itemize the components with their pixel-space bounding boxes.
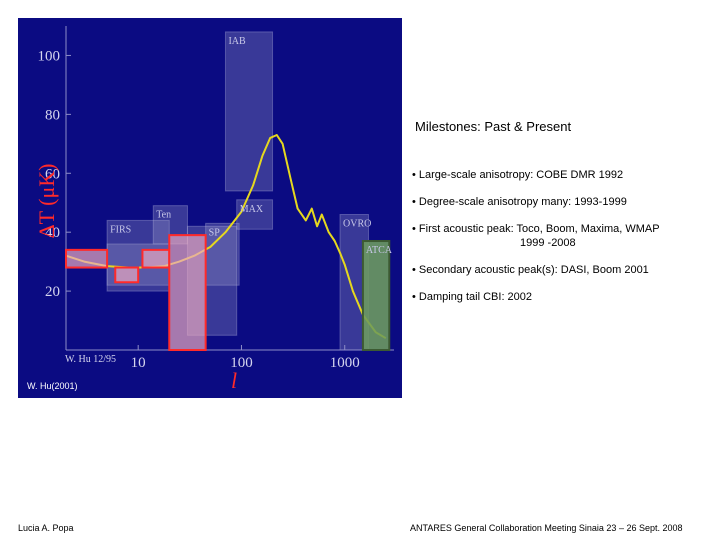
bullet-item: • Damping tail CBI: 2002 bbox=[412, 290, 712, 304]
experiment-label: IAB bbox=[228, 36, 246, 47]
bullet-item: • First acoustic peak: Toco, Boom, Maxim… bbox=[412, 222, 712, 250]
y-tick-label: 20 bbox=[45, 284, 60, 300]
source-note: W. Hu(2001) bbox=[27, 381, 78, 391]
bullet-text: • Degree-scale anisotropy many: 1993-199… bbox=[412, 196, 627, 208]
x-tick-label: 10 bbox=[131, 355, 146, 371]
bullet-continuation: 1999 -2008 bbox=[520, 237, 576, 249]
highlighted-measurement bbox=[114, 266, 140, 284]
bullet-list: • Large-scale anisotropy: COBE DMR 1992 … bbox=[412, 168, 712, 317]
highlighted-measurement bbox=[168, 234, 207, 351]
experiment-label: Ten bbox=[156, 210, 171, 221]
experiment-label: OVRO bbox=[343, 219, 371, 230]
experiment-label: ATCA bbox=[366, 245, 393, 256]
bullet-text: • First acoustic peak: Toco, Boom, Maxim… bbox=[412, 223, 660, 235]
y-tick-label: 100 bbox=[38, 48, 61, 64]
figure-credit: W. Hu 12/95 bbox=[65, 354, 116, 365]
bullet-text: • Large-scale anisotropy: COBE DMR 1992 bbox=[412, 169, 624, 181]
cmb-power-spectrum-figure: 20 40 60 80 100 10 100 1000 FIRS Ten IAB SP MAX OVRO… bbox=[18, 18, 402, 398]
experiment-label: FIRS bbox=[110, 224, 131, 235]
experiment-box bbox=[236, 199, 274, 230]
highlighted-measurement bbox=[65, 248, 109, 269]
x-tick-label: 1000 bbox=[330, 355, 360, 371]
experiment-box bbox=[205, 222, 240, 286]
highlighted-measurement bbox=[361, 240, 391, 352]
bullet-item: • Degree-scale anisotropy many: 1993-199… bbox=[412, 195, 712, 209]
chart-background bbox=[18, 18, 402, 398]
y-axis-label: ΔT (μK) bbox=[34, 163, 59, 238]
experiment-label: MAX bbox=[240, 204, 264, 215]
y-tick-label: 60 bbox=[45, 166, 60, 182]
x-tick-label: 100 bbox=[230, 355, 253, 371]
slide-title: Milestones: Past & Present bbox=[415, 119, 572, 134]
footer-event: ANTARES General Collaboration Meeting Si… bbox=[410, 523, 683, 533]
bullet-item: • Secondary acoustic peak(s): DASI, Boom… bbox=[412, 263, 712, 277]
footer-author: Lucia A. Popa bbox=[18, 523, 74, 533]
bullet-text: • Damping tail CBI: 2002 bbox=[412, 291, 533, 303]
y-tick-label: 80 bbox=[45, 107, 60, 123]
experiment-label: SP bbox=[209, 227, 221, 238]
y-tick-label: 40 bbox=[45, 225, 60, 241]
highlighted-measurement bbox=[141, 248, 171, 269]
bullet-item: • Large-scale anisotropy: COBE DMR 1992 bbox=[412, 168, 712, 182]
experiment-box bbox=[224, 31, 274, 192]
chart-canvas: 20 40 60 80 100 10 100 1000 FIRS Ten IAB SP MAX OVRO… bbox=[18, 18, 402, 398]
bullet-text: • Secondary acoustic peak(s): DASI, Boom… bbox=[412, 264, 649, 276]
x-axis-label: l bbox=[231, 368, 237, 393]
